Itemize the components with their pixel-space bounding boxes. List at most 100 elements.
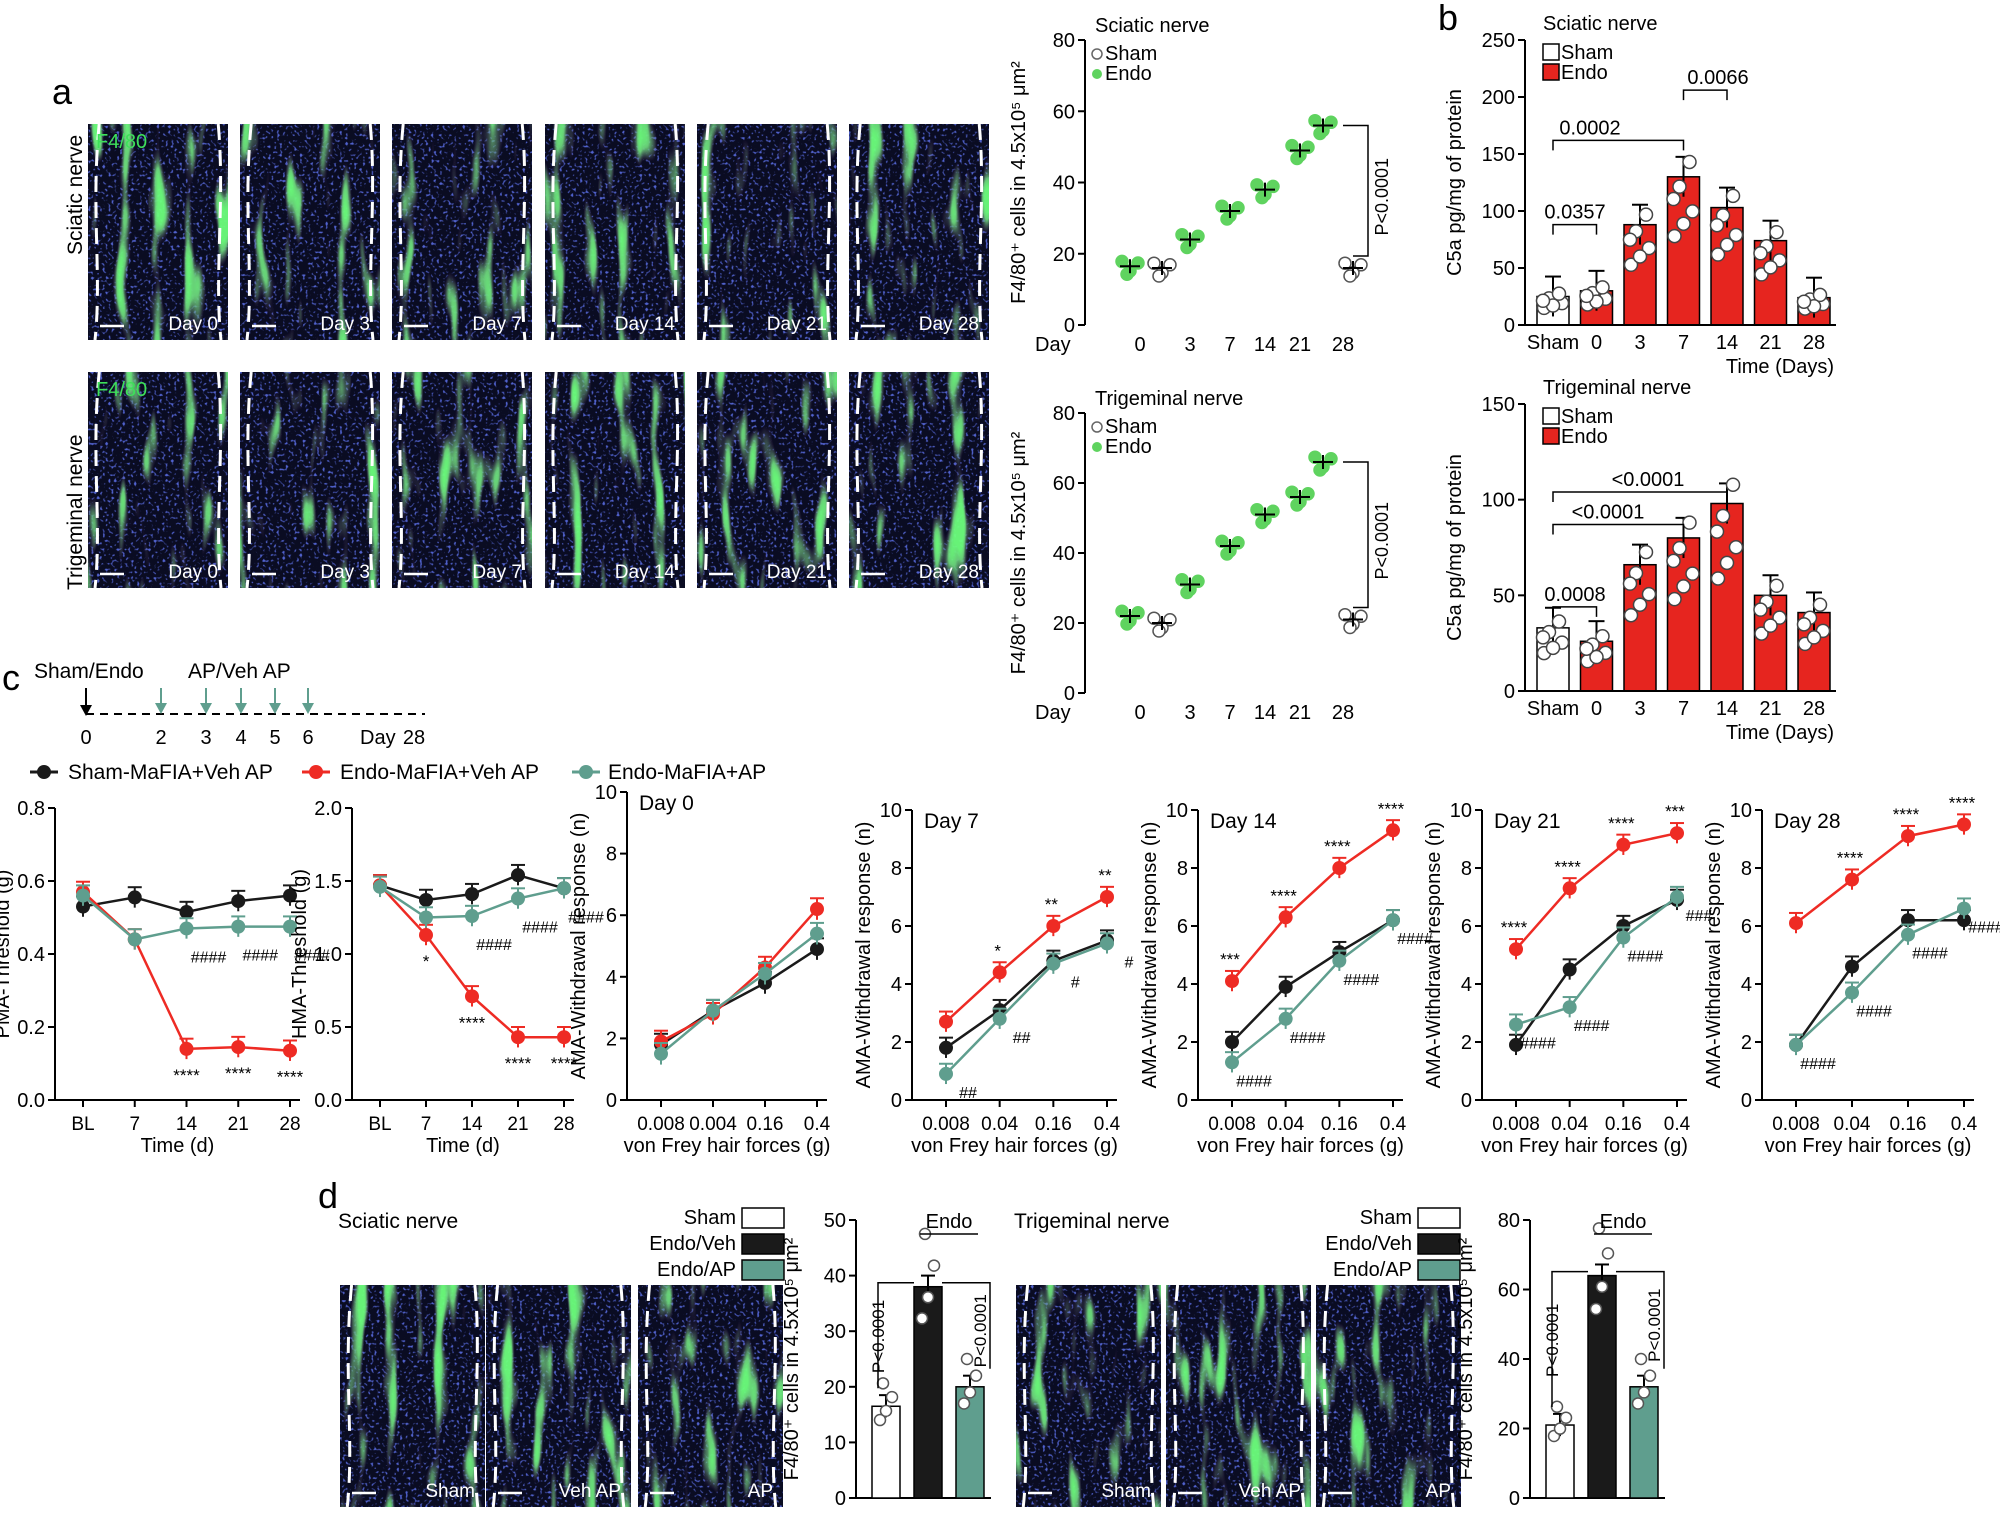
data-point — [1632, 249, 1648, 264]
series-line-1 — [1515, 831, 1678, 951]
significance-hashes: #### — [476, 937, 512, 954]
y-tick-label: 0 — [1504, 681, 1515, 703]
data-point — [1710, 571, 1726, 586]
treatment-arrowhead — [269, 703, 281, 714]
y-tick-label: 40 — [1053, 173, 1075, 195]
significance-stars: **** — [1949, 794, 1976, 813]
series-line-2 — [945, 942, 1108, 1075]
significance-hashes: ## — [1013, 1030, 1031, 1047]
y-tick-label: 0 — [1064, 315, 1075, 337]
significance-stars: **** — [459, 1013, 486, 1032]
x-tick-label: 7 — [1678, 332, 1689, 354]
y-tick-label: 0 — [1504, 315, 1515, 337]
data-point — [1601, 1247, 1615, 1260]
data-point-series-0 — [511, 868, 525, 883]
series-line-2 — [1515, 896, 1678, 1026]
x-tick-label: 0 — [1591, 332, 1602, 354]
micrograph-grid: Day 0 F4/80 Day 3 Day 7 Day 14 Day 21 Day 28 Da… — [88, 123, 989, 589]
data-point-series-1 — [939, 1014, 953, 1029]
timeline-day-word: Day — [360, 727, 396, 749]
data-point-series-2 — [1789, 1037, 1803, 1052]
significance-stars: * — [994, 941, 1001, 960]
data-point — [1595, 1280, 1609, 1293]
y-tick-label: 80 — [1498, 1210, 1520, 1232]
data-point — [1709, 217, 1725, 233]
data-point — [1676, 216, 1691, 231]
x-tick-label: 14 — [176, 1114, 198, 1135]
y-tick-label: 10 — [880, 800, 902, 822]
data-point-series-2 — [419, 910, 433, 925]
legend-label-endo: Endo — [1105, 436, 1152, 458]
x-tick-label: 0.04 — [1267, 1114, 1304, 1135]
data-point-series-2 — [76, 888, 90, 903]
y-tick-label: 0 — [1177, 1090, 1188, 1112]
data-point — [876, 1377, 890, 1390]
endo-group-label: Endo — [926, 1211, 973, 1233]
data-point-series-2 — [1845, 985, 1859, 1000]
data-point-endo — [1220, 212, 1234, 226]
legend-label-endo: Endo — [1561, 426, 1608, 448]
data-point — [1682, 154, 1697, 170]
y-tick-label: 20 — [824, 1377, 846, 1399]
data-point-series-2 — [1957, 901, 1971, 916]
data-point-endo — [1120, 267, 1134, 281]
y-tick-label: 0 — [891, 1090, 902, 1112]
significance-stars: *** — [1665, 802, 1685, 821]
data-point — [1622, 576, 1638, 591]
comparison-p-value: <0.0001 — [1612, 469, 1685, 491]
timeline-label-treat: AP/Veh AP — [188, 660, 291, 683]
y-axis-label: C5a pg/mg of protein — [1444, 454, 1466, 641]
y-tick-label: 1.0 — [314, 944, 342, 966]
data-point-sham — [1343, 620, 1357, 635]
data-point-series-2 — [1225, 1055, 1239, 1070]
micrograph-day-label: Day 14 — [615, 314, 676, 335]
x-tick-label: 0.16 — [1035, 1114, 1072, 1135]
data-point — [1769, 578, 1784, 594]
x-tick-label: 21 — [228, 1114, 249, 1135]
significance-hashes: # — [1125, 954, 1134, 971]
significance-stars: **** — [173, 1066, 200, 1085]
y-tick-label: 0.5 — [314, 1017, 342, 1039]
data-point — [1719, 237, 1735, 253]
x-tick-label: 28 — [1803, 698, 1825, 720]
significance-hashes: #### — [522, 920, 558, 937]
micrograph-day-label: Day 28 — [919, 314, 979, 335]
y-axis-label: HMA-Threshold (g) — [289, 869, 311, 1039]
data-point — [915, 1312, 929, 1325]
y-tick-label: 1.5 — [314, 871, 342, 893]
y-tick-label: 2 — [1741, 1032, 1752, 1054]
legend-swatch-trigeminal-1 — [1417, 1233, 1461, 1255]
comparison-p-value: 0.0066 — [1687, 67, 1748, 89]
y-axis-label: AMA-Withdrawal response (n) — [1139, 822, 1161, 1089]
data-point — [960, 1352, 974, 1366]
data-point — [1559, 1411, 1573, 1424]
y-tick-label: 4 — [1741, 974, 1752, 996]
micrograph-d-trigeminal-2: AP — [1316, 1284, 1461, 1508]
y-tick-label: 0 — [1461, 1090, 1472, 1112]
x-tick-label: 3 — [1634, 332, 1645, 354]
x-tick-label: 0.04 — [1834, 1114, 1871, 1135]
data-point-sham — [1147, 256, 1161, 270]
comparison-p-value: 0.0357 — [1544, 202, 1605, 224]
legend-label-sciatic-2: Endo/AP — [657, 1259, 736, 1281]
data-point — [1595, 280, 1610, 295]
y-tick-label: 0 — [835, 1488, 846, 1510]
data-point-endo — [1215, 199, 1229, 213]
significance-bracket — [1343, 124, 1369, 257]
y-tick-label: 40 — [824, 1266, 846, 1288]
data-point-series-1 — [1957, 817, 1971, 832]
data-point-series-2 — [127, 932, 142, 947]
panel-letter-c: c — [2, 657, 20, 698]
x-axis-label: Time (d) — [141, 1135, 215, 1157]
data-point-series-2 — [373, 879, 387, 894]
comparison-bracket — [942, 1281, 991, 1369]
data-point-series-1 — [654, 1034, 668, 1049]
data-point — [1589, 649, 1604, 665]
data-point — [1676, 579, 1691, 594]
data-point-series-1 — [1789, 916, 1803, 931]
x-tick-label: 14 — [1254, 702, 1276, 724]
series-line-0 — [1794, 918, 1964, 1046]
micrograph-pairs: Sham Veh AP AP Sham Veh AP AP — [340, 1284, 1461, 1508]
y-tick-label: 20 — [1053, 244, 1075, 266]
